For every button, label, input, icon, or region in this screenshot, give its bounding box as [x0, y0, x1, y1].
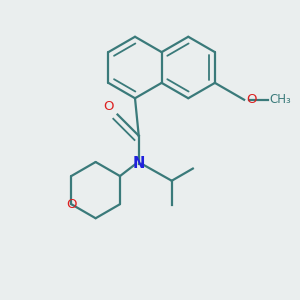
Text: O: O	[66, 198, 76, 211]
Text: N: N	[133, 156, 145, 171]
Text: O: O	[246, 93, 256, 106]
Text: O: O	[103, 100, 114, 113]
Text: CH₃: CH₃	[270, 93, 291, 106]
